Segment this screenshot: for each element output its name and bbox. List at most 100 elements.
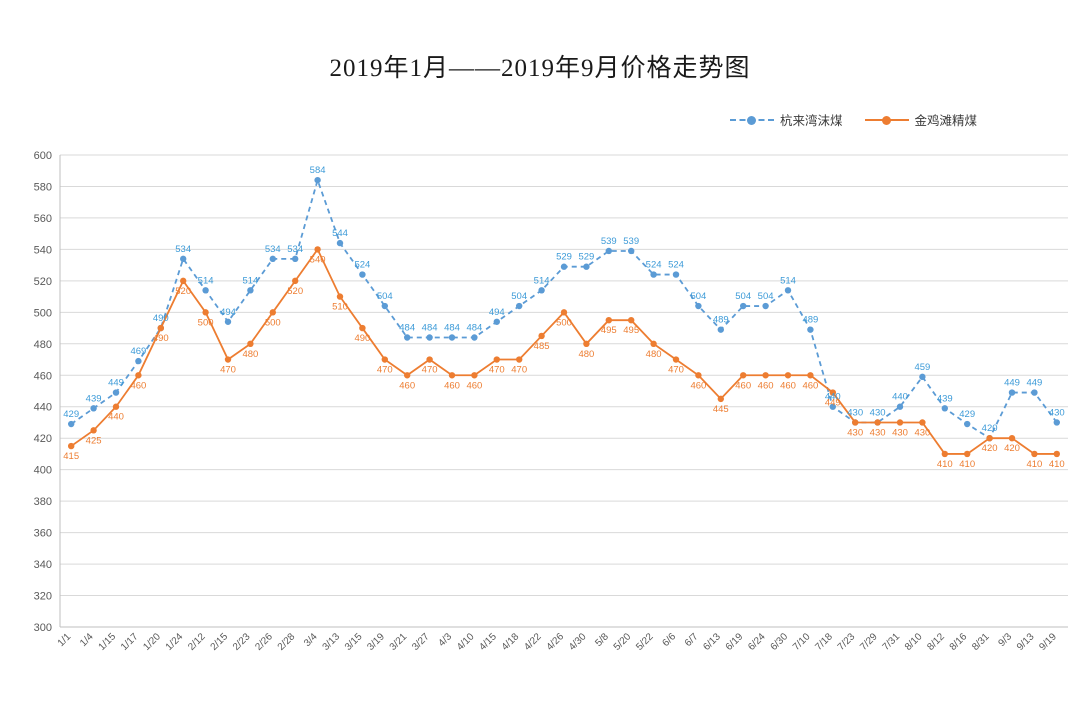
data-point [941,405,948,412]
x-axis-tick-label: 1/17 [119,631,141,653]
data-point [269,255,276,263]
data-point [471,372,478,379]
data-point [247,340,254,347]
y-axis-tick-label: 580 [34,181,52,193]
data-point [919,419,926,426]
data-label: 440 [108,412,124,423]
data-label: 544 [332,228,348,239]
data-point [919,373,926,381]
data-label: 484 [444,323,460,334]
data-label: 410 [959,459,975,470]
y-axis-tick-label: 320 [34,591,52,603]
data-label: 410 [1049,459,1065,470]
x-axis-tick-label: 3/15 [343,631,365,653]
data-point [269,309,276,316]
data-point [516,302,523,310]
data-point [829,389,836,396]
data-point [1053,450,1061,458]
data-label: 484 [466,323,482,334]
data-point [986,435,993,442]
x-axis-tick-label: 9/19 [1037,631,1059,653]
data-label: 490 [153,333,169,344]
data-label: 539 [623,236,639,247]
data-label: 500 [556,317,572,328]
data-point [426,356,433,363]
data-point [359,271,366,278]
data-point [202,309,209,316]
legend-marker-solid-icon [864,114,909,126]
x-axis-tick-label: 8/16 [948,631,970,653]
data-label: 490 [153,313,169,324]
chart-legend: 杭来湾沫煤 金鸡滩精煤 [730,110,977,129]
y-axis-tick-label: 460 [34,370,52,382]
data-point [90,405,97,412]
data-label: 440 [825,392,841,403]
data-label: 529 [556,252,572,263]
data-point [68,420,75,428]
data-point [381,302,388,310]
data-label: 470 [422,365,438,376]
data-label: 524 [646,260,662,271]
x-axis-tick-label: 7/18 [813,631,835,653]
x-axis-tick-label: 4/10 [455,631,477,653]
data-point [224,356,232,363]
x-axis-tick-label: 4/22 [522,631,544,653]
data-point [964,450,971,458]
x-axis-tick-label: 8/31 [970,631,992,653]
data-point [740,302,747,310]
data-label: 480 [646,349,662,360]
data-point [896,403,904,410]
x-axis-tick-label: 1/15 [97,631,119,653]
x-axis-tick-label: 7/23 [836,631,858,653]
x-axis-tick-label: 3/19 [365,631,387,653]
data-point [336,239,344,247]
data-point [180,255,187,263]
data-point [135,372,142,379]
data-label: 430 [870,407,886,418]
x-axis-tick-label: 1/1 [56,631,74,649]
data-point [560,263,568,270]
data-label: 495 [623,325,639,336]
data-label: 540 [310,254,326,265]
data-label: 460 [399,380,415,391]
x-axis-tick-label: 9/13 [1015,631,1037,653]
data-label: 490 [354,333,370,344]
data-label: 420 [982,443,998,454]
legend-label-series-0: 杭来湾沫煤 [780,114,843,128]
x-axis-tick-label: 1/4 [78,631,96,649]
data-label: 489 [713,315,729,326]
data-label: 430 [870,427,886,438]
data-point [247,287,254,294]
data-point [605,317,612,324]
data-point [672,356,680,363]
x-axis-tick-label: 9/3 [997,631,1015,649]
data-point [112,389,120,396]
data-point [1031,450,1038,458]
data-label: 524 [668,260,684,271]
data-label: 500 [198,317,214,328]
x-axis-tick-label: 4/30 [567,631,589,653]
data-point [292,255,299,263]
data-point [784,287,792,294]
legend-item-series-1[interactable]: 金鸡滩精煤 [864,110,977,129]
data-label: 430 [914,427,930,438]
x-axis-tick-label: 8/10 [903,631,925,653]
data-label: 445 [713,404,729,415]
data-point [583,340,590,347]
data-point [516,356,523,363]
data-label: 460 [466,380,482,391]
data-point [852,419,859,426]
data-label: 420 [982,423,998,434]
data-point [314,246,321,253]
legend-item-series-0[interactable]: 杭来湾沫煤 [730,110,843,129]
y-axis-tick-label: 380 [34,496,52,508]
data-point [493,356,500,363]
x-axis-tick-label: 6/30 [769,631,791,653]
data-label: 504 [511,291,527,302]
x-axis-tick-label: 4/26 [545,631,567,653]
x-axis-tick-label: 5/20 [612,631,634,653]
data-point [538,332,545,340]
data-point [762,302,769,310]
data-point [896,419,904,426]
